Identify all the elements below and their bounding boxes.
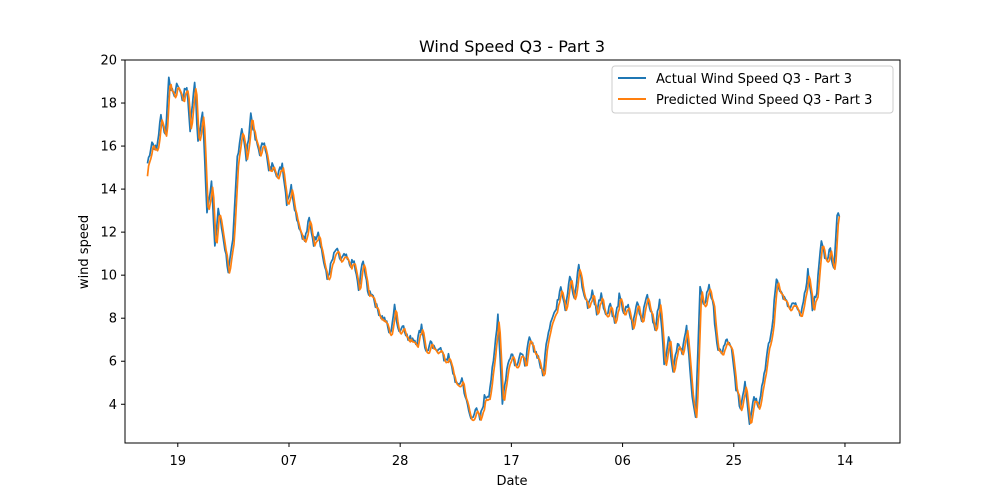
legend: Actual Wind Speed Q3 - Part 3 Predicted … — [611, 65, 894, 114]
legend-box — [611, 65, 894, 114]
x-tick-label: 28 — [392, 454, 409, 469]
series-line-predicted — [146, 83, 841, 424]
y-tick-label: 8 — [109, 312, 117, 327]
series-layer — [146, 76, 841, 425]
legend-entry-predicted: Predicted Wind Speed Q3 - Part 3 — [656, 93, 872, 108]
x-tick-label: 14 — [837, 454, 854, 469]
y-tick-label: 6 — [109, 355, 117, 370]
y-tick-label: 14 — [100, 183, 117, 198]
x-tick-label: 17 — [503, 454, 520, 469]
y-tick-label: 18 — [100, 97, 117, 112]
y-axis: 4 6 8 10 12 14 16 18 20 — [100, 54, 125, 413]
legend-entry-actual: Actual Wind Speed Q3 - Part 3 — [656, 72, 852, 87]
y-tick-label: 10 — [100, 269, 117, 284]
plot-frame — [124, 59, 901, 444]
x-tick-label: 25 — [725, 454, 742, 469]
y-tick-label: 20 — [100, 54, 117, 69]
series-line-actual — [146, 76, 841, 425]
x-axis-label: Date — [496, 474, 527, 489]
y-tick-label: 12 — [100, 226, 117, 241]
y-axis-label: wind speed — [77, 215, 92, 289]
plot-area — [124, 59, 901, 444]
x-axis: 19 07 28 17 06 25 14 — [170, 443, 854, 469]
y-tick-label: 4 — [109, 398, 117, 413]
y-tick-label: 16 — [100, 140, 117, 155]
x-tick-label: 19 — [170, 454, 187, 469]
x-tick-label: 07 — [281, 454, 298, 469]
chart-title: Wind Speed Q3 - Part 3 — [419, 37, 605, 56]
x-tick-label: 06 — [614, 454, 631, 469]
